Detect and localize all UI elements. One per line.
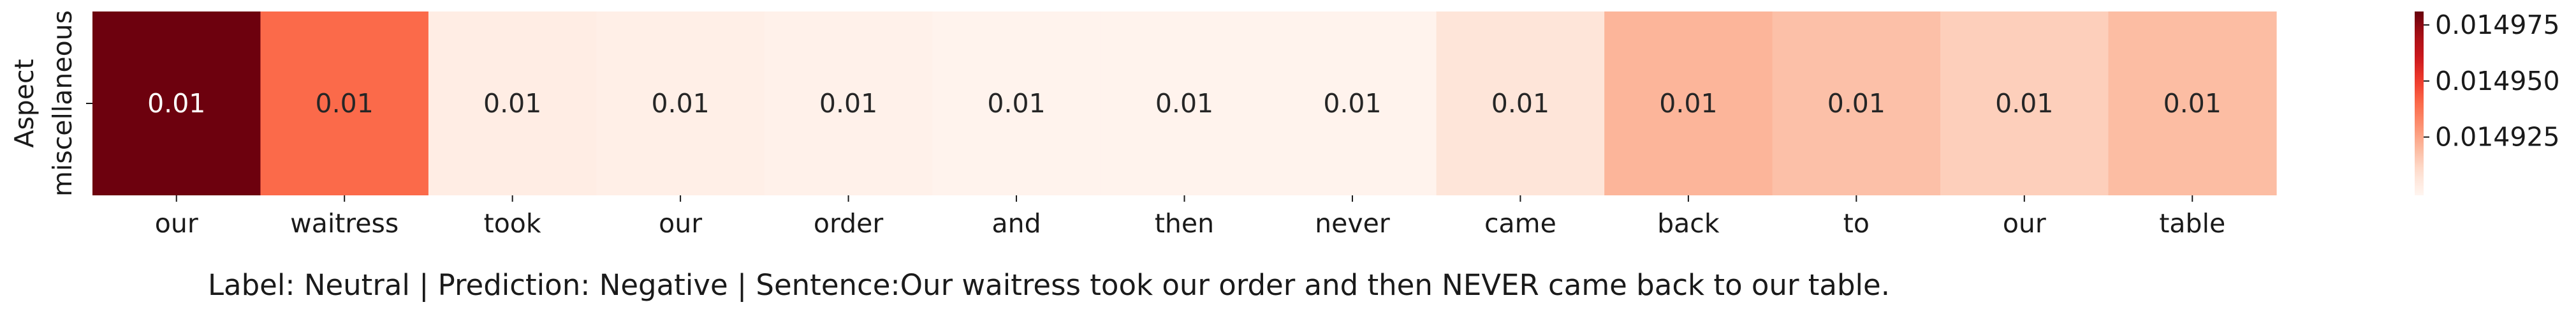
colorbar-tick-label: 0.014950 <box>2435 66 2560 96</box>
chart-caption: Label: Neutral | Prediction: Negative | … <box>0 268 2098 302</box>
cell-value-label: 0.01 <box>1827 88 1885 119</box>
x-tick-label: and <box>992 208 1041 239</box>
colorbar: 0.014925 0.014950 0.014975 <box>2415 10 2560 195</box>
row-labels: miscellaneous <box>47 10 92 197</box>
x-tick-label: never <box>1315 208 1390 239</box>
cell-value-label: 0.01 <box>1323 88 1381 119</box>
cell-value-label: 0.01 <box>2163 88 2221 119</box>
y-tick-label: miscellaneous <box>47 10 78 197</box>
cell-value-label: 0.01 <box>651 88 709 119</box>
x-tick-label: our <box>155 208 198 239</box>
cell-value-label: 0.01 <box>987 88 1045 119</box>
cell-value-label: 0.01 <box>147 88 205 119</box>
x-tick-label: waitress <box>290 208 399 239</box>
colorbar-tick-label: 0.014975 <box>2435 10 2560 40</box>
cell-value-label: 0.01 <box>1995 88 2053 119</box>
x-tick-label: then <box>1155 208 1214 239</box>
cell-value-label: 0.01 <box>483 88 541 119</box>
heatmap-cells: 0.01 0.01 0.01 0.01 0.01 0.01 0.01 0.01 0.01 0.01… <box>92 11 2277 195</box>
colorbar-tick-label: 0.014925 <box>2435 122 2560 153</box>
column-ticks: our waitress took our order and then never came b… <box>155 195 2225 239</box>
cell-value-label: 0.01 <box>316 88 374 119</box>
x-tick-label: order <box>814 208 883 239</box>
x-tick-label: table <box>2159 208 2225 239</box>
x-tick-label: back <box>1657 208 1720 239</box>
cell-value-label: 0.01 <box>1659 88 1717 119</box>
cell-value-label: 0.01 <box>819 88 877 119</box>
cell-value-label: 0.01 <box>1155 88 1213 119</box>
colorbar-gradient <box>2415 11 2424 195</box>
x-tick-label: to <box>1843 208 1870 239</box>
x-tick-label: our <box>659 208 702 239</box>
x-tick-label: took <box>484 208 541 239</box>
y-axis-label: Aspect <box>9 59 40 147</box>
x-tick-label: came <box>1484 208 1556 239</box>
cell-value-label: 0.01 <box>1491 88 1549 119</box>
y-axis-title: Aspect <box>9 59 40 147</box>
x-tick-label: our <box>2003 208 2046 239</box>
